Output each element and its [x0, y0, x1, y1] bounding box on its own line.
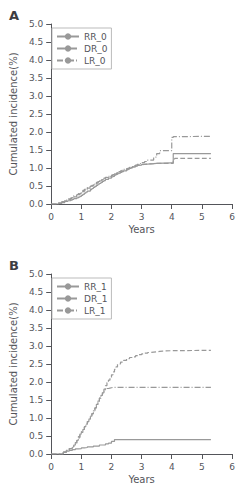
svg-text:LR_0: LR_0 — [84, 56, 106, 66]
svg-text:1.5: 1.5 — [29, 395, 43, 405]
svg-text:4.5: 4.5 — [29, 37, 43, 47]
svg-text:2.5: 2.5 — [29, 109, 43, 119]
svg-text:B: B — [9, 258, 19, 273]
svg-text:2.5: 2.5 — [29, 359, 43, 369]
svg-text:0: 0 — [48, 212, 54, 222]
svg-text:6: 6 — [229, 462, 235, 472]
svg-text:3: 3 — [139, 462, 145, 472]
svg-text:3.0: 3.0 — [29, 91, 44, 101]
svg-text:RR_0: RR_0 — [84, 32, 107, 42]
svg-text:Cumulated incidence(%): Cumulated incidence(%) — [8, 52, 19, 175]
svg-text:1: 1 — [78, 462, 84, 472]
svg-text:0.5: 0.5 — [29, 431, 43, 441]
svg-text:Years: Years — [127, 474, 154, 485]
svg-text:1: 1 — [78, 212, 84, 222]
svg-text:DR_1: DR_1 — [84, 294, 107, 304]
svg-text:4.0: 4.0 — [29, 305, 44, 315]
svg-text:3.5: 3.5 — [29, 323, 43, 333]
svg-text:0.0: 0.0 — [29, 449, 44, 459]
svg-text:0.5: 0.5 — [29, 181, 43, 191]
svg-text:1.0: 1.0 — [29, 163, 44, 173]
svg-text:2.0: 2.0 — [29, 127, 44, 137]
svg-text:5: 5 — [199, 212, 205, 222]
svg-text:5.0: 5.0 — [29, 269, 44, 279]
svg-text:4: 4 — [169, 212, 175, 222]
svg-text:6: 6 — [229, 212, 235, 222]
svg-text:RR_1: RR_1 — [84, 282, 107, 292]
svg-text:1.5: 1.5 — [29, 145, 43, 155]
svg-text:5: 5 — [199, 462, 205, 472]
svg-text:DR_0: DR_0 — [84, 44, 108, 54]
svg-text:Cumulated incidence(%): Cumulated incidence(%) — [8, 302, 19, 425]
svg-text:3.0: 3.0 — [29, 341, 44, 351]
svg-text:1.0: 1.0 — [29, 413, 44, 423]
svg-text:3.5: 3.5 — [29, 73, 43, 83]
svg-text:A: A — [9, 8, 19, 23]
svg-text:LR_1: LR_1 — [84, 306, 106, 316]
svg-text:5.0: 5.0 — [29, 19, 44, 29]
svg-text:4.0: 4.0 — [29, 55, 44, 65]
svg-text:0.0: 0.0 — [29, 199, 44, 209]
svg-text:Years: Years — [127, 224, 154, 235]
svg-text:4: 4 — [169, 462, 175, 472]
svg-text:3: 3 — [139, 212, 145, 222]
svg-text:2.0: 2.0 — [29, 377, 44, 387]
svg-text:4.5: 4.5 — [29, 287, 43, 297]
svg-text:0: 0 — [48, 462, 54, 472]
svg-text:2: 2 — [109, 462, 115, 472]
svg-text:2: 2 — [109, 212, 115, 222]
